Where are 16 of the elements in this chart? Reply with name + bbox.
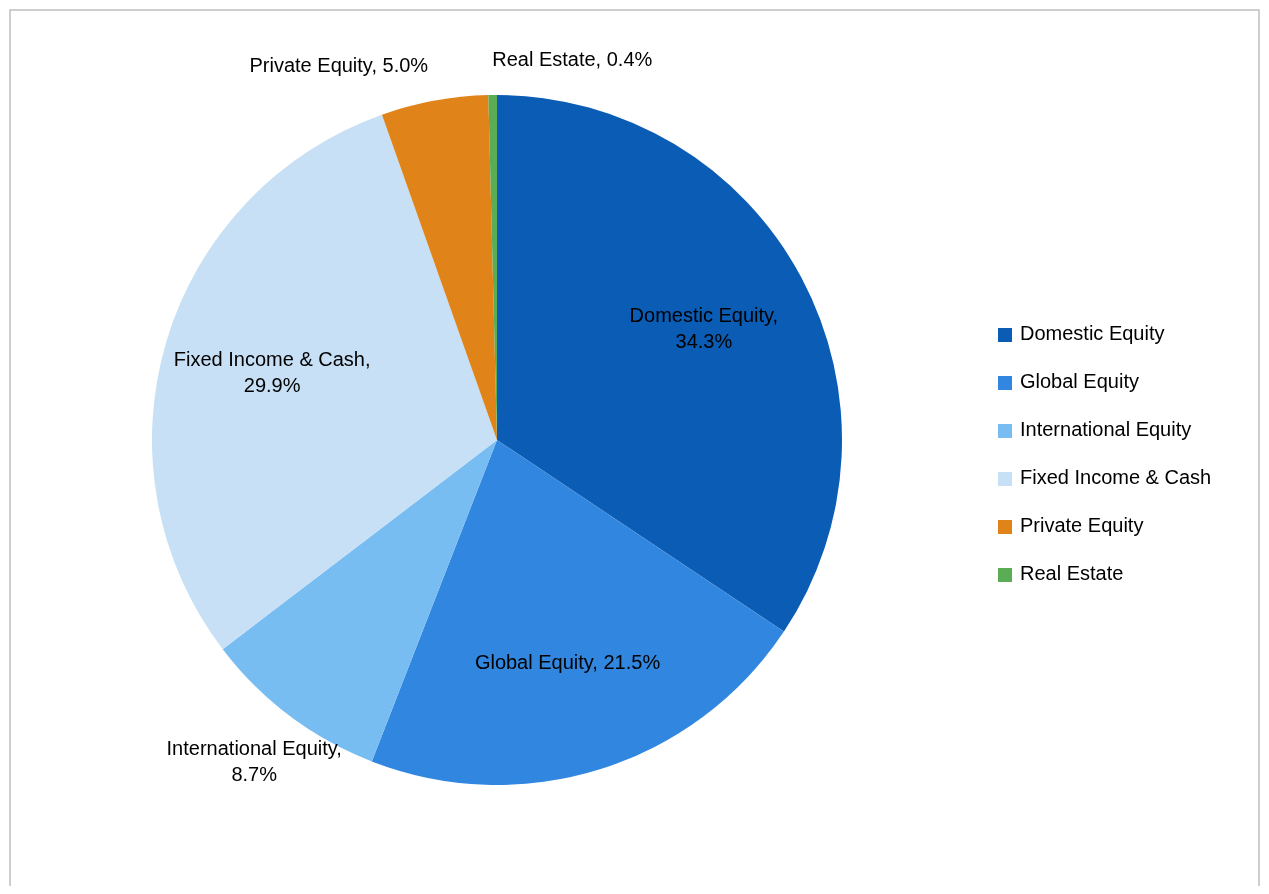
legend-label: Private Equity [1020,514,1144,537]
data-label: Domestic Equity, 34.3% [629,304,779,353]
legend-label: International Equity [1020,418,1192,441]
pie-slice [371,440,784,785]
legend-label: Real Estate [1020,562,1124,585]
data-label: International Equity, 8.7% [166,737,342,786]
legend-label: Fixed Income & Cash [1020,466,1212,489]
data-label: Private Equity, 5.0% [249,54,429,77]
data-label: Fixed Income & Cash, 29.9% [173,348,371,397]
legend-label: Domestic Equity [1020,322,1165,345]
data-label: Real Estate, 0.4% [492,47,653,70]
legend-label: Global Equity [1020,370,1139,393]
data-label: Global Equity, 21.5% [474,651,661,674]
pie-slice [497,95,842,632]
pie-slice [381,95,497,440]
pie-slice [152,114,497,650]
